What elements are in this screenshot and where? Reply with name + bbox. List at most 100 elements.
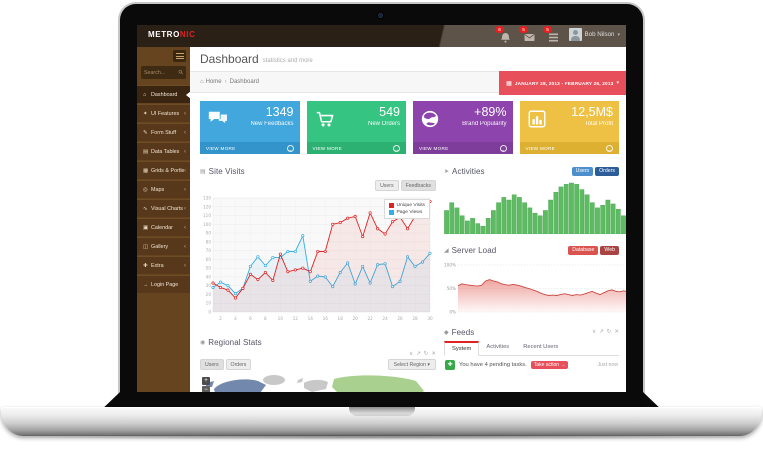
zoom-in-button[interactable]: +: [202, 377, 210, 385]
feeds-title: Feeds: [451, 327, 475, 337]
feed-time: Just now: [597, 362, 618, 368]
top-header: METRONIC 6 5 5 Bob Nilson ▾: [137, 25, 626, 47]
server-load-database-button[interactable]: Database: [568, 245, 599, 255]
envelope-button[interactable]: 5: [519, 26, 536, 43]
sidebar-toggle-button[interactable]: [173, 50, 186, 62]
sidebar-menu: ⌂ Dashboard ✦ UI Features ‹ ✎ Form Stuff ‹ ▤ Data…: [137, 85, 191, 294]
stat-tile-new-orders[interactable]: 549 New Orders VIEW MORE →: [306, 101, 406, 154]
world-map-svg: [206, 375, 424, 392]
calendar-icon: ▦: [506, 80, 512, 87]
tasks-icon: [549, 33, 558, 42]
svg-text:10: 10: [278, 316, 284, 321]
tasks-button[interactable]: 5: [543, 26, 560, 43]
svg-text:100%: 100%: [444, 263, 456, 268]
regional-stats-title: Regional Stats: [208, 337, 262, 347]
sidebar-item-dashboard[interactable]: ⌂ Dashboard: [137, 85, 191, 103]
notification-badge: 5: [519, 26, 528, 33]
sidebar-item-maps[interactable]: ◎ Maps ‹: [137, 180, 190, 198]
regional-stats-panel: ◉ Regional Stats ∨ ↗ ↻ ✕ Users Orders Selec…: [200, 335, 436, 392]
chevron-icon: ‹: [184, 129, 186, 136]
avatar: [568, 28, 582, 41]
tile-label: New Feedbacks: [250, 121, 294, 127]
view-more-label: VIEW MORE: [419, 145, 449, 151]
take-action-button[interactable]: Take action →: [530, 361, 569, 369]
breadcrumb-home[interactable]: Home: [205, 79, 222, 85]
legend-label: Page Views: [396, 210, 423, 215]
server-load-web-button[interactable]: Web: [600, 245, 619, 255]
stat-tile-new-feedbacks[interactable]: 1349 New Feedbacks VIEW MORE →: [200, 101, 300, 154]
chevron-icon: ‹: [184, 205, 186, 212]
webcam-icon: [378, 13, 383, 18]
tab-recent-users[interactable]: Recent Users: [523, 344, 559, 350]
activities-users-button[interactable]: Users: [571, 166, 594, 176]
date-range-picker[interactable]: ▦ JANUARY 28, 2013 - FEBRUARY 26, 2013 ▾: [499, 71, 626, 95]
search-input[interactable]: [144, 69, 179, 76]
regional-orders-button[interactable]: Orders: [225, 359, 252, 370]
svg-text:24: 24: [382, 316, 388, 321]
svg-text:90: 90: [206, 231, 212, 236]
tile-view-more-button[interactable]: VIEW MORE →: [200, 142, 300, 154]
regional-users-button[interactable]: Users: [200, 359, 224, 370]
chart-legend: Unique Visits Page Views: [383, 199, 430, 219]
remove-icon[interactable]: ✕: [431, 351, 436, 357]
feeds-panel: ◆ Feeds ∨ ↗ ↻ ✕ System Activities Recent Us…: [444, 325, 619, 374]
sidebar-item-ui-features[interactable]: ✦ UI Features ‹: [137, 104, 190, 122]
svg-text:4: 4: [234, 316, 237, 321]
tile-view-more-button[interactable]: VIEW MORE →: [519, 142, 619, 154]
fullscreen-icon[interactable]: ↗: [416, 351, 421, 357]
sidebar-item-gallery[interactable]: ◫ Gallery ‹: [137, 237, 190, 255]
sidebar-item-data-tables[interactable]: ▤ Data Tables ‹: [137, 142, 190, 160]
bell-button[interactable]: 6: [495, 26, 512, 43]
fullscreen-icon[interactable]: ↗: [599, 329, 604, 335]
sidebar-item-form-stuff[interactable]: ✎ Form Stuff ‹: [137, 123, 190, 141]
gallery-icon: ◫: [143, 243, 149, 250]
circle-arrow-icon: →: [606, 144, 613, 152]
stat-tile-total-profit[interactable]: 12,5M$ Total Profit VIEW MORE →: [519, 101, 619, 154]
chevron-icon: ‹: [184, 186, 186, 193]
sidebar-item-extra[interactable]: ✚ Extra ‹: [137, 256, 190, 274]
legend-label: Unique Visits: [396, 203, 425, 208]
collapse-icon[interactable]: ∨: [409, 351, 414, 357]
sidebar-item-login-page[interactable]: → Login Page: [137, 275, 190, 293]
page-title: Dashboard: [200, 52, 259, 66]
site-visits-users-button[interactable]: Users: [375, 180, 399, 191]
svg-text:14: 14: [308, 316, 314, 321]
sidebar-item-label: Grids & Portlets: [151, 167, 184, 174]
remove-icon[interactable]: ✕: [614, 329, 619, 335]
stat-tile-brand-popularity[interactable]: +89% Brand Popularity VIEW MORE →: [413, 101, 513, 154]
page-head: Dashboard statistics and more: [190, 47, 626, 71]
tab-activities[interactable]: Activities: [486, 344, 510, 350]
sidebar-item-label: Form Stuff: [151, 129, 177, 136]
grid-icon: ▦: [143, 167, 149, 174]
svg-text:12: 12: [293, 316, 299, 321]
select-region-dropdown[interactable]: Select Region ▾: [387, 359, 436, 370]
tile-view-more-button[interactable]: VIEW MORE →: [413, 142, 513, 154]
zoom-out-button[interactable]: −: [202, 386, 210, 392]
login-icon: →: [143, 281, 149, 288]
chevron-down-icon: ▾: [617, 31, 620, 38]
view-more-label: VIEW MORE: [525, 145, 555, 151]
svg-text:70: 70: [206, 248, 212, 253]
reload-icon[interactable]: ↻: [423, 351, 429, 357]
activities-orders-button[interactable]: Orders: [595, 166, 619, 176]
cart-icon: [314, 109, 334, 129]
svg-text:30: 30: [206, 283, 212, 288]
sidebar-item-label: Login Page: [151, 281, 179, 288]
user-menu[interactable]: Bob Nilson ▾: [568, 28, 620, 41]
site-visits-feedbacks-button[interactable]: Feedbacks: [400, 180, 436, 191]
feed-item[interactable]: ✚ You have 4 pending tasks. Take action …: [444, 356, 619, 374]
page-body: 1349 New Feedbacks VIEW MORE → 549 New Orders…: [190, 93, 626, 392]
reload-icon[interactable]: ↻: [606, 329, 612, 335]
tile-view-more-button[interactable]: VIEW MORE →: [306, 142, 406, 154]
activities-chart: [444, 182, 626, 234]
sidebar-item-calendar[interactable]: ▣ Calendar ‹: [137, 218, 190, 236]
world-map[interactable]: + −: [200, 373, 436, 392]
activities-title: Activities: [452, 166, 485, 176]
collapse-icon[interactable]: ∨: [592, 329, 597, 335]
sidebar-item-grids-portlets[interactable]: ▦Grids & Portlets‹: [137, 161, 190, 179]
tab-system[interactable]: System: [444, 341, 480, 356]
main-area: Dashboard statistics and more ⌂ Home › D…: [190, 47, 626, 392]
server-load-panel: ◢ Server Load Database Web 100% 50% 0%: [444, 243, 626, 317]
sidebar-item-visual-charts[interactable]: ∿ Visual Charts ‹: [137, 199, 190, 217]
